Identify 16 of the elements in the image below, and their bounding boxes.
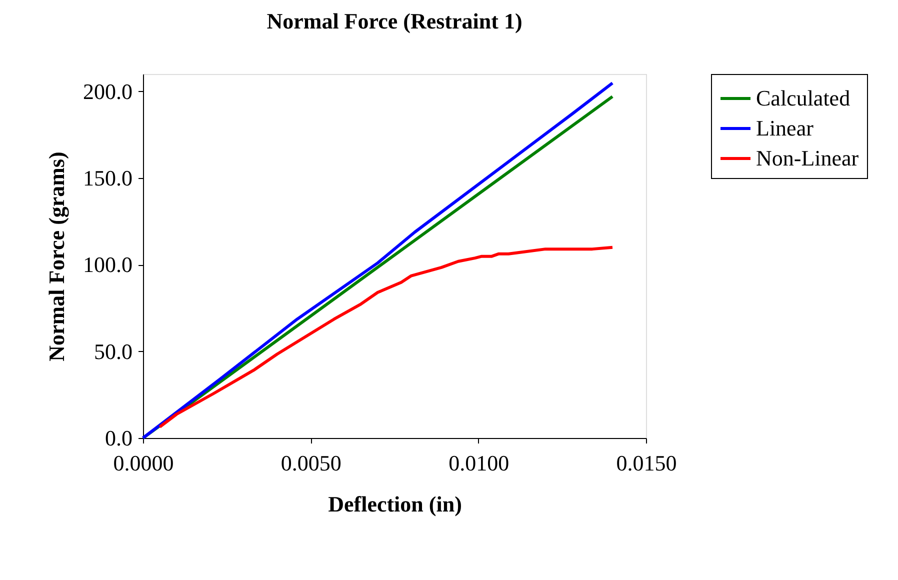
y-tick-label: 150.0	[83, 166, 132, 190]
legend-label: Calculated	[756, 86, 850, 110]
y-tick-label: 200.0	[83, 78, 132, 104]
x-tick-label: 0.0100	[448, 450, 510, 476]
chart-title: Normal Force (Restraint 1)	[266, 8, 522, 34]
x-tick-label: 0.0000	[113, 450, 174, 476]
legend-label: Non-Linear	[756, 146, 860, 170]
y-tick-label: 0.0	[105, 426, 132, 450]
x-axis-title: Deflection (in)	[328, 492, 462, 516]
y-axis-title: Normal Force (grams)	[44, 152, 69, 362]
legend-label: Linear	[756, 116, 814, 140]
y-tick-label: 100.0	[83, 252, 132, 278]
y-tick-label: 50.0	[94, 338, 132, 364]
x-tick-label: 0.0050	[280, 450, 342, 476]
x-tick-label: 0.0150	[616, 450, 677, 476]
line-series	[158, 246, 614, 428]
